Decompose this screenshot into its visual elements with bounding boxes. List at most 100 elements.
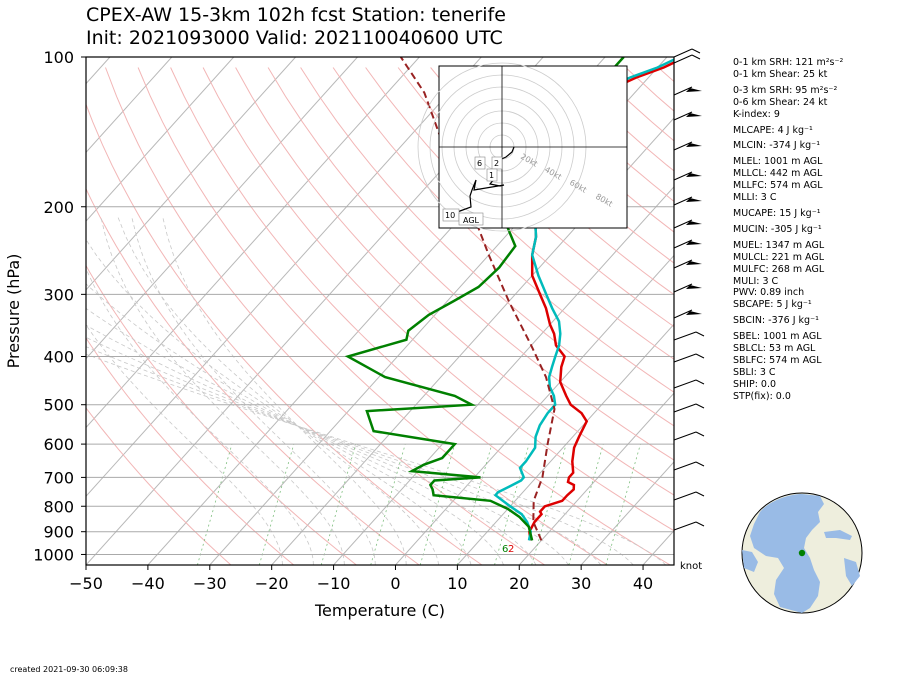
moist-adiabat bbox=[86, 324, 283, 565]
x-tick-label: 0 bbox=[390, 574, 400, 593]
y-tick-label: 300 bbox=[43, 285, 74, 304]
isotherm bbox=[86, 57, 235, 222]
wind-barb-feather bbox=[695, 431, 705, 437]
y-tick-label: 500 bbox=[43, 396, 74, 415]
mixing-ratio-line bbox=[494, 443, 530, 565]
mixing-ratio-line bbox=[419, 443, 456, 565]
y-axis-label: Pressure (hPa) bbox=[4, 254, 23, 369]
isotherm bbox=[456, 323, 674, 565]
x-axis-label: Temperature (C) bbox=[314, 601, 445, 620]
param-line: MULI: 3 C bbox=[733, 275, 779, 287]
isotherm bbox=[86, 57, 358, 360]
dry-adiabat bbox=[397, 67, 674, 328]
param-line: 0-3 km SRH: 95 m²s⁻² bbox=[733, 84, 838, 96]
wind-barb-feather bbox=[691, 54, 701, 60]
dry-adiabat bbox=[202, 67, 674, 532]
x-tick-label: −40 bbox=[131, 574, 165, 593]
wind-barbs bbox=[673, 48, 705, 531]
dry-adiabat bbox=[430, 67, 674, 296]
wind-barb bbox=[673, 239, 693, 249]
wind-barb-feather bbox=[695, 353, 705, 359]
wind-barb bbox=[673, 141, 693, 151]
created-timestamp: created 2021-09-30 06:09:38 bbox=[10, 665, 128, 674]
y-tick-label: 700 bbox=[43, 468, 74, 487]
param-line: SBCIN: -376 J kg⁻¹ bbox=[733, 315, 819, 327]
param-line: PWV: 0.89 inch bbox=[733, 287, 805, 299]
wind-barb-flag bbox=[686, 241, 702, 245]
dry-adiabat bbox=[332, 67, 674, 393]
param-line: SBLCL: 53 m AGL bbox=[733, 343, 816, 355]
wind-barb bbox=[673, 196, 693, 206]
moist-adiabat bbox=[131, 217, 376, 565]
wind-barb bbox=[673, 379, 697, 389]
x-tick-label: −10 bbox=[317, 574, 351, 593]
moist-adiabat bbox=[117, 217, 440, 565]
mixing-ratio-line bbox=[531, 443, 567, 565]
wind-barb bbox=[673, 283, 693, 293]
station-marker bbox=[798, 549, 806, 557]
param-line: MUCIN: -305 J kg⁻¹ bbox=[733, 223, 822, 235]
chart-title: CPEX-AW 15-3km 102h fcst Station: teneri… bbox=[86, 4, 506, 26]
wind-barb-flag bbox=[686, 88, 702, 92]
surface-label-6: 6 bbox=[502, 544, 508, 555]
wind-barb bbox=[673, 431, 697, 441]
y-tick-label: 1000 bbox=[33, 545, 74, 564]
param-line: SBLFC: 574 m AGL bbox=[733, 354, 822, 366]
mediterranean-area bbox=[824, 530, 852, 540]
mixing-ratio-line bbox=[370, 443, 406, 565]
wind-barb-feather bbox=[695, 461, 705, 467]
wind-barb bbox=[673, 48, 693, 58]
wind-barb bbox=[673, 309, 693, 319]
wind-barb bbox=[673, 331, 697, 341]
wind-barb bbox=[673, 219, 693, 229]
y-tick-label: 100 bbox=[43, 48, 74, 67]
wind-barb-flag bbox=[686, 198, 702, 202]
param-line: K-index: 9 bbox=[733, 108, 780, 120]
y-tick-label: 900 bbox=[43, 523, 74, 542]
y-tick-label: 400 bbox=[43, 348, 74, 367]
dry-adiabat bbox=[365, 67, 674, 360]
plot-frame bbox=[85, 56, 675, 566]
wind-barb-feather bbox=[695, 521, 705, 527]
dry-adiabat bbox=[235, 67, 674, 496]
param-line: STP(fix): 0.0 bbox=[733, 390, 791, 402]
param-line: MULFC: 268 m AGL bbox=[733, 263, 825, 275]
param-line: MUCAPE: 15 J kg⁻¹ bbox=[733, 207, 821, 219]
wind-barb bbox=[673, 521, 697, 531]
wind-barb-feather bbox=[695, 331, 705, 337]
hodo-label-1: 1 bbox=[489, 171, 494, 180]
wind-barb bbox=[673, 353, 697, 363]
isotherm bbox=[86, 57, 173, 154]
mixing-ratio-line bbox=[456, 443, 493, 565]
param-line: 0-1 km Shear: 25 kt bbox=[733, 68, 828, 80]
wind-barb-feather bbox=[695, 403, 705, 409]
globe-locator-map bbox=[741, 492, 863, 614]
wind-barb bbox=[673, 491, 697, 501]
param-line: 0-1 km SRH: 121 m²s⁻² bbox=[733, 57, 844, 68]
dry-adiabat bbox=[86, 264, 357, 565]
dry-adiabat bbox=[267, 67, 674, 461]
y-tick-label: 600 bbox=[43, 435, 74, 454]
dry-adiabat bbox=[86, 407, 232, 565]
moist-adiabat bbox=[86, 307, 537, 565]
param-line: MULCL: 221 m AGL bbox=[733, 251, 825, 263]
dry-adiabat bbox=[170, 67, 671, 565]
axis-ticks bbox=[81, 56, 644, 570]
wind-barb-flag bbox=[686, 143, 702, 147]
isotherm bbox=[518, 392, 674, 565]
dry-adiabat bbox=[86, 103, 483, 565]
knot-label: knot bbox=[680, 561, 702, 572]
wind-barb-feather bbox=[691, 48, 701, 54]
param-line: MLCIN: -374 J kg⁻¹ bbox=[733, 140, 821, 152]
x-tick-label: 30 bbox=[571, 574, 591, 593]
wind-barb bbox=[673, 461, 697, 471]
isotherm bbox=[271, 117, 674, 565]
wind-barb-flag bbox=[686, 311, 702, 315]
wind-barb bbox=[673, 54, 693, 64]
hodograph-inset: 20kt 40kt 60kt 80kt 6 2 1 10 AGL bbox=[417, 62, 628, 232]
x-tick-label: 10 bbox=[447, 574, 467, 593]
x-tick-label: −50 bbox=[69, 574, 103, 593]
hodo-label-2: 2 bbox=[494, 159, 499, 168]
param-line: MLCAPE: 4 J kg⁻¹ bbox=[733, 124, 813, 136]
surface-label-2: 2 bbox=[508, 544, 514, 555]
